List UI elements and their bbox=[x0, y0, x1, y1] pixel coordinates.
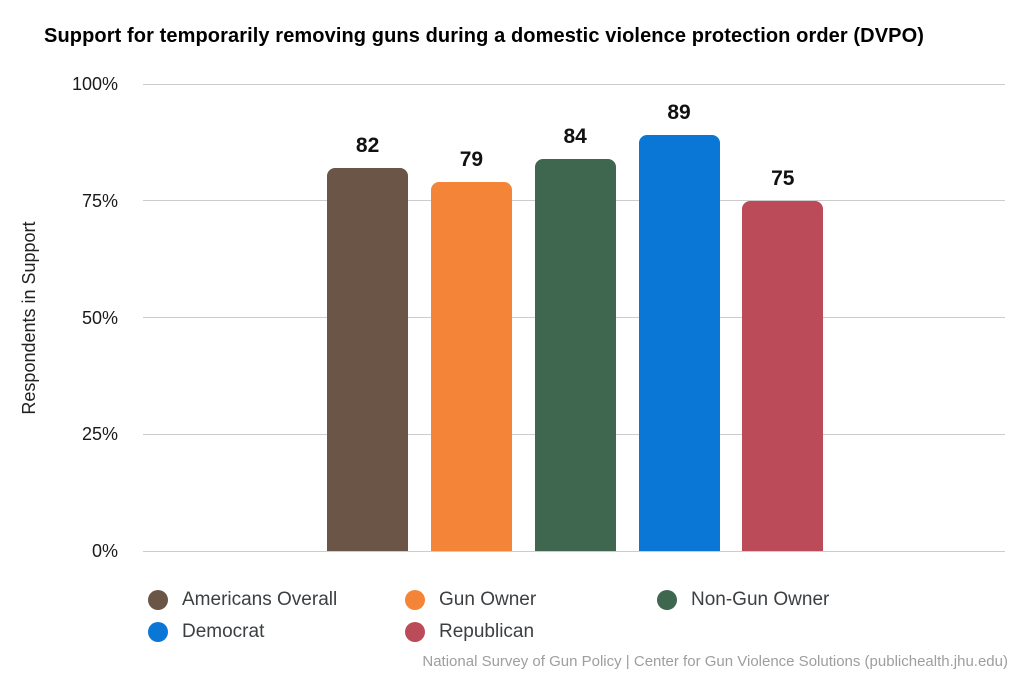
bar-value-label-republican: 75 bbox=[771, 166, 795, 190]
legend-marker-republican bbox=[405, 622, 425, 642]
y-tick-label: 75% bbox=[81, 190, 118, 211]
legend-label-republican: Republican bbox=[439, 621, 535, 642]
legend-item-republican: Republican bbox=[405, 621, 534, 643]
gridline-100 bbox=[143, 83, 1005, 85]
chart-title: Support for temporarily removing guns du… bbox=[44, 25, 925, 47]
bar-value-label-democrat: 89 bbox=[667, 101, 691, 125]
legend-marker-democrat bbox=[148, 622, 168, 642]
y-tick-label: 100% bbox=[71, 74, 118, 94]
gridline-0 bbox=[143, 550, 1005, 552]
legend-item-non-gun-owner: Non-Gun Owner bbox=[657, 589, 829, 611]
source-attribution: National Survey of Gun Policy | Center f… bbox=[422, 653, 1008, 670]
bar-americans-overall bbox=[327, 168, 409, 551]
bar-republican bbox=[742, 200, 824, 551]
bar-value-label-non-gun-owner: 84 bbox=[563, 124, 587, 148]
y-tick-label: 0% bbox=[91, 541, 118, 561]
bar-democrat bbox=[638, 135, 720, 551]
legend-item-democrat: Democrat bbox=[148, 621, 264, 643]
y-tick-label: 50% bbox=[81, 307, 118, 328]
legend-label-gun-owner: Gun Owner bbox=[439, 589, 537, 610]
legend-marker-gun-owner bbox=[405, 590, 425, 610]
legend-item-gun-owner: Gun Owner bbox=[405, 589, 536, 611]
legend-label-non-gun-owner: Non-Gun Owner bbox=[691, 589, 830, 610]
legend-label-americans-overall: Americans Overall bbox=[182, 589, 338, 610]
legend-marker-americans-overall bbox=[148, 590, 168, 610]
legend-item-americans-overall: Americans Overall bbox=[148, 589, 337, 611]
y-tick-label: 25% bbox=[81, 424, 118, 445]
bar-value-label-gun-owner: 79 bbox=[459, 148, 484, 172]
bar-value-label-americans-overall: 82 bbox=[355, 134, 380, 158]
legend-label-democrat: Democrat bbox=[182, 621, 265, 642]
bar-gun-owner bbox=[430, 182, 512, 551]
bar-non-gun-owner bbox=[534, 158, 616, 551]
legend-marker-non-gun-owner bbox=[657, 590, 677, 610]
